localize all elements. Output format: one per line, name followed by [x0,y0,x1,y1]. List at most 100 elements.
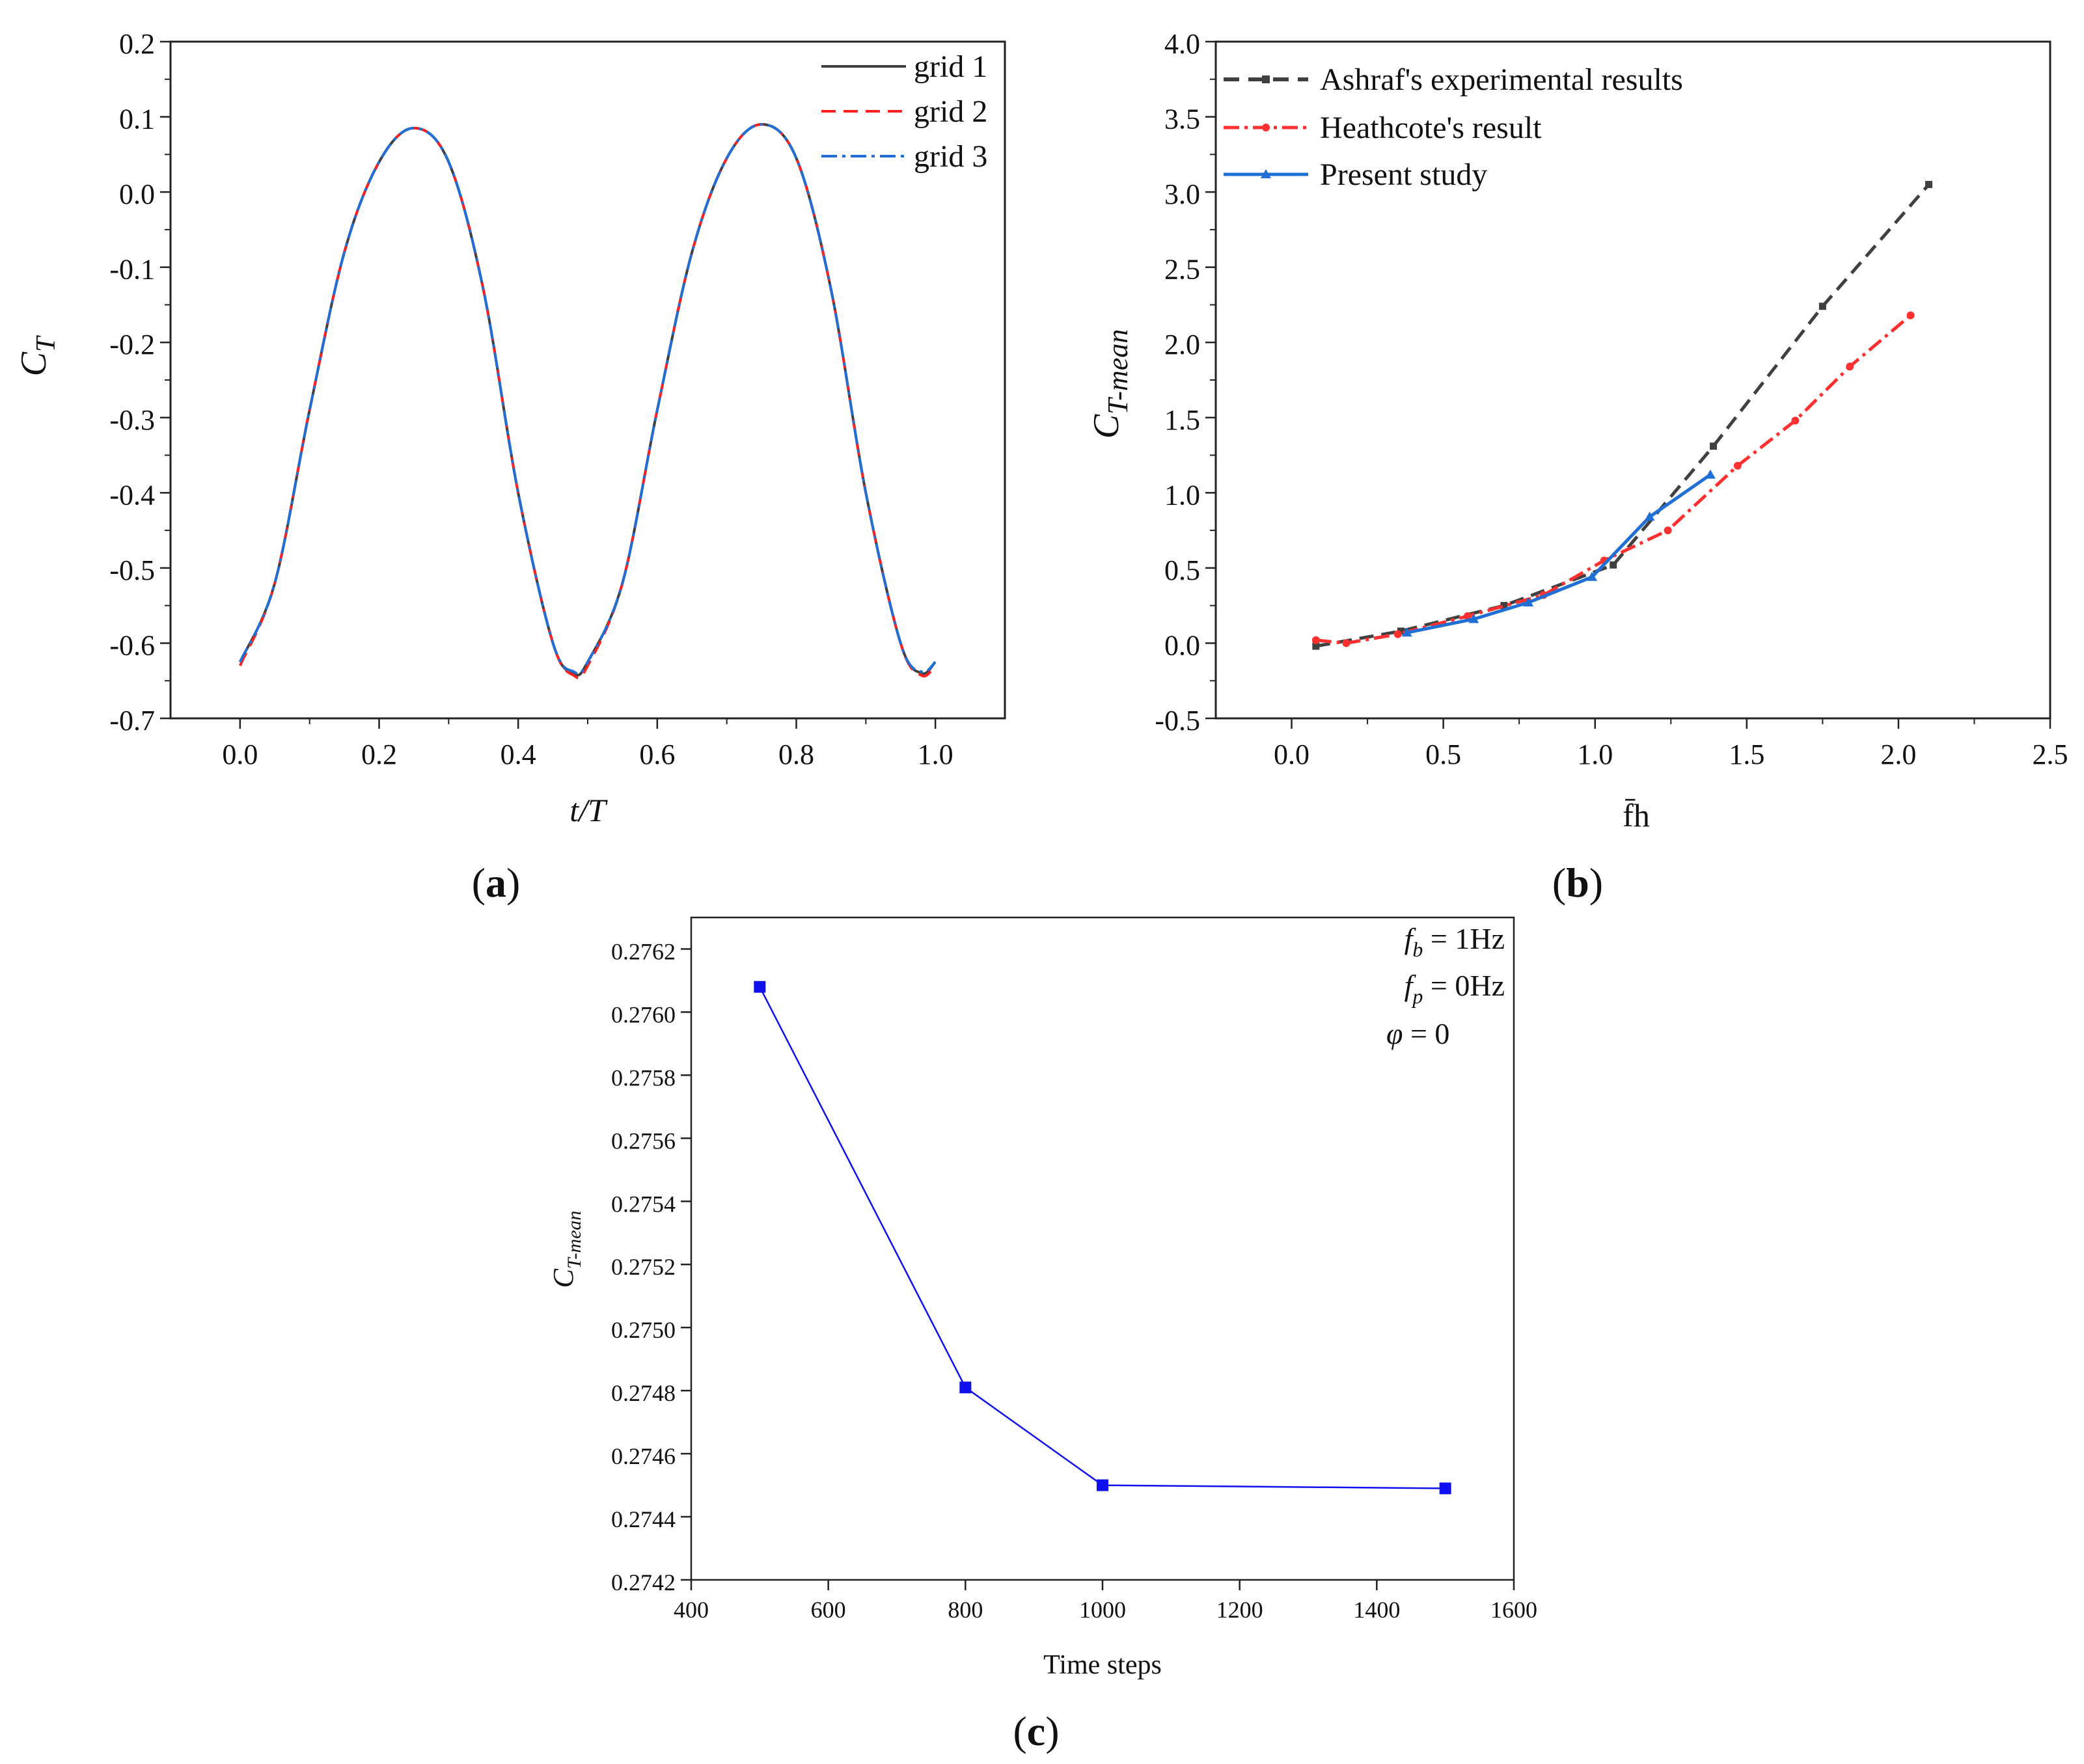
panel-b-series-present-study [1406,473,1712,634]
panel-a-series-grid-2 [238,123,937,680]
panel-b-point-heathcote-s-result [1906,311,1915,319]
panel-b-x-tick-label: 2.5 [2033,739,2068,770]
svg-text:CT-mean: CT-mean [1086,329,1134,439]
panel-b-label: (b) [1552,860,1603,906]
panel-b-point-present-study [1587,571,1598,581]
panel-b-chart: 0.0 0.5 1.0 1.5 2.0 2.5 4.0 3.5 3.0 2.5 2.0 1.5 1.0… [1086,28,2068,906]
panel-c-x-tick-label: 800 [948,1597,983,1623]
panel-c-point-convergence [959,1381,972,1394]
panel-a-x-axis-label: t/T [569,792,608,828]
panel-a-y-tick-label: 0.0 [119,178,155,210]
panel-a-x-tick-label: 1.0 [918,739,953,770]
panel-b-x-ticks: 0.0 0.5 1.0 1.5 2.0 2.5 [1274,718,2068,770]
panel-b-series-heathcote-s-result [1315,314,1912,645]
panel-a-legend-label-grid2: grid 2 [914,94,987,129]
panel-a-plot-frame [169,40,1006,720]
panel-b-legend-label-present: Present study [1320,157,1487,192]
panel-c-x-tick-label: 400 [674,1597,709,1623]
panel-b-legend: Ashraf's experimental results Heathcote'… [1224,62,1683,192]
panel-b-point-present-study [1468,614,1479,623]
panel-c-y-tick-label: 0.2756 [611,1128,676,1154]
panel-b-y-tick-label: 4.0 [1164,28,1200,60]
panel-c-point-convergence [754,981,766,993]
panel-c-y-tick-label: 0.2746 [611,1443,676,1469]
panel-a-y-tick-label: 0.1 [119,103,155,135]
panel-b-point-ashraf-s-experimental-results [1710,442,1718,450]
panel-c-annotation-fp: fp = 0Hz [1405,969,1505,1008]
panel-a-y-tick-label: -0.2 [109,329,155,360]
panel-c-series [754,981,1451,1495]
panel-a-legend-label-grid1: grid 1 [914,49,987,84]
panel-a-legend-label-grid3: grid 3 [914,139,987,174]
panel-c-x-tick-label: 1400 [1353,1597,1400,1623]
panel-a-y-tick-label: -0.3 [109,404,155,436]
panel-c-y-tick-label: 0.2754 [611,1191,676,1217]
panel-b-point-present-study [1705,469,1716,479]
panel-a-series [238,123,937,680]
panel-a-y-tick-label: -0.5 [109,554,155,586]
panel-b-point-ashraf-s-experimental-results [1818,303,1826,310]
panel-b-legend-marker-present [1261,169,1271,178]
panel-a-series-grid-1 [239,123,937,677]
panel-b-y-ticks: 4.0 3.5 3.0 2.5 2.0 1.5 1.0 0.5 0.0 -0.5 [1155,28,1216,737]
panel-b-x-tick-label: 0.5 [1425,739,1461,770]
panel-c-series-convergence [759,986,1446,1489]
panel-b-x-tick-label: 1.5 [1729,739,1764,770]
panel-b-point-ashraf-s-experimental-results [1397,627,1405,635]
svg-text:CT-mean: CT-mean [547,1211,585,1288]
panel-b-point-heathcote-s-result [1342,639,1350,647]
panel-b-point-present-study [1644,511,1655,521]
panel-c-y-tick-label: 0.2760 [611,1001,676,1027]
panel-b-point-present-study [1401,627,1412,637]
panel-b-point-heathcote-s-result [1791,416,1800,425]
panel-c-annotations: fb = 1Hz fp = 0Hz φ = 0 [1386,922,1505,1050]
panel-c-x-tick-label: 1200 [1216,1597,1263,1623]
panel-a-y-axis-label: CT [14,335,61,376]
panel-a-y-tick-label: 0.2 [119,28,155,60]
panel-b-point-present-study [1523,597,1534,607]
panel-b-point-ashraf-s-experimental-results [1500,602,1508,610]
panel-a-y-tick-label: -0.6 [109,629,155,661]
panel-c-y-tick-label: 0.2758 [611,1065,676,1091]
panel-b-point-ashraf-s-experimental-results [1312,642,1320,650]
panel-c-y-ticks: 0.2762 0.2760 0.2758 0.2756 0.2754 0.2752 0.27… [611,938,691,1595]
panel-c-y-axis-label: CT-mean [547,1211,585,1288]
panel-c-annotation-fb: fb = 1Hz [1405,922,1505,961]
panel-b-y-axis-label: CT-mean [1086,329,1134,439]
panel-b-legend-label-ashraf: Ashraf's experimental results [1320,62,1683,97]
panel-c-y-tick-label: 0.2744 [611,1506,676,1532]
panel-c-y-tick-label: 0.2750 [611,1317,676,1343]
svg-text:CT: CT [14,335,61,376]
panel-a-x-tick-label: 0.6 [639,739,675,770]
panel-b-x-tick-label: 1.0 [1577,739,1613,770]
panel-b-y-tick-label: 1.0 [1164,479,1200,511]
panel-b-x-tick-label: 2.0 [1880,739,1916,770]
panel-b-point-heathcote-s-result [1846,362,1854,371]
panel-b-point-ashraf-s-experimental-results [1925,181,1933,189]
panel-b-y-tick-label: -0.5 [1155,705,1200,737]
panel-b-y-tick-label: 1.5 [1164,404,1200,436]
panel-c-y-tick-label: 0.2752 [611,1254,676,1280]
panel-c-label: (c) [1013,1708,1059,1754]
panel-a-series-grid-3 [239,123,937,675]
panel-b-series-ashraf-s-experimental-results [1315,183,1930,648]
panel-c-chart: 400 600 800 1000 1200 1400 1600 0.27620.27600.… [547,916,1537,1754]
panel-b-point-heathcote-s-result [1311,636,1320,644]
panel-a-legend: grid 1 grid 2 grid 3 [821,49,987,174]
panel-c-x-ticks: 400 600 800 1000 1200 1400 1600 [674,1580,1537,1623]
panel-a-y-ticks: 0.2 0.1 0.0 -0.1 -0.2 -0.3 -0.4 -0.5 -0.6 -0.7 [109,28,171,737]
panel-b-point-heathcote-s-result [1664,526,1672,535]
panel-b-y-tick-label: 3.0 [1164,178,1200,210]
panel-a-x-tick-label: 0.2 [361,739,397,770]
panel-b-x-axis-label: f̄h [1623,797,1650,834]
panel-a-x-tick-label: 0.8 [778,739,814,770]
panel-c-point-convergence [1097,1479,1108,1491]
panel-b-legend-marker-ashraf [1262,75,1270,83]
panel-c-x-tick-label: 1600 [1490,1597,1537,1623]
panel-c-x-axis-label: Time steps [1043,1650,1162,1680]
panel-b-point-heathcote-s-result [1463,612,1472,620]
panel-c-x-tick-label: 1000 [1079,1597,1126,1623]
panel-a-y-tick-label: -0.4 [109,479,155,511]
panel-a-x-ticks: 0.0 0.2 0.4 0.6 0.8 1.0 [222,718,953,770]
